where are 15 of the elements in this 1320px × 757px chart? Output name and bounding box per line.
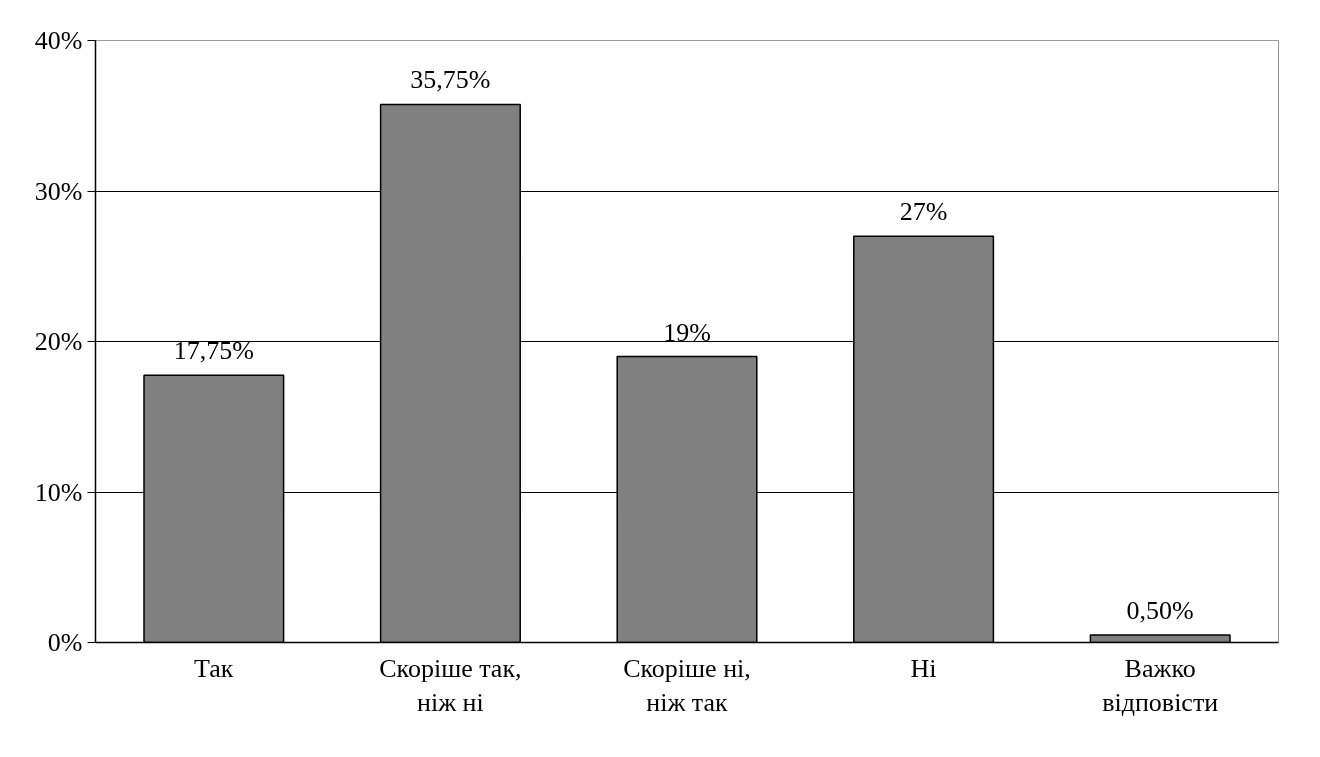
data-label: 17,75% [173,336,254,366]
y-tick-label: 20% [34,327,83,356]
data-label: 27% [899,197,948,227]
x-tick-label: Важко відповісти [1102,653,1219,718]
data-label: 35,75% [410,65,491,95]
x-tick-label: Так [194,653,234,683]
y-tick-label: 40% [34,26,83,55]
x-tick-label: Скоріше ні, ніж так [623,653,751,718]
data-label: 19% [663,317,711,347]
x-tick-label: Ні [910,653,937,683]
data-label: 0,50% [1126,595,1194,625]
y-tick-label: 30% [34,176,83,206]
x-tick-label: Скоріше так, ніж ні [379,653,522,718]
y-tick-label: 0% [47,628,83,657]
y-tick-label: 10% [34,477,83,507]
